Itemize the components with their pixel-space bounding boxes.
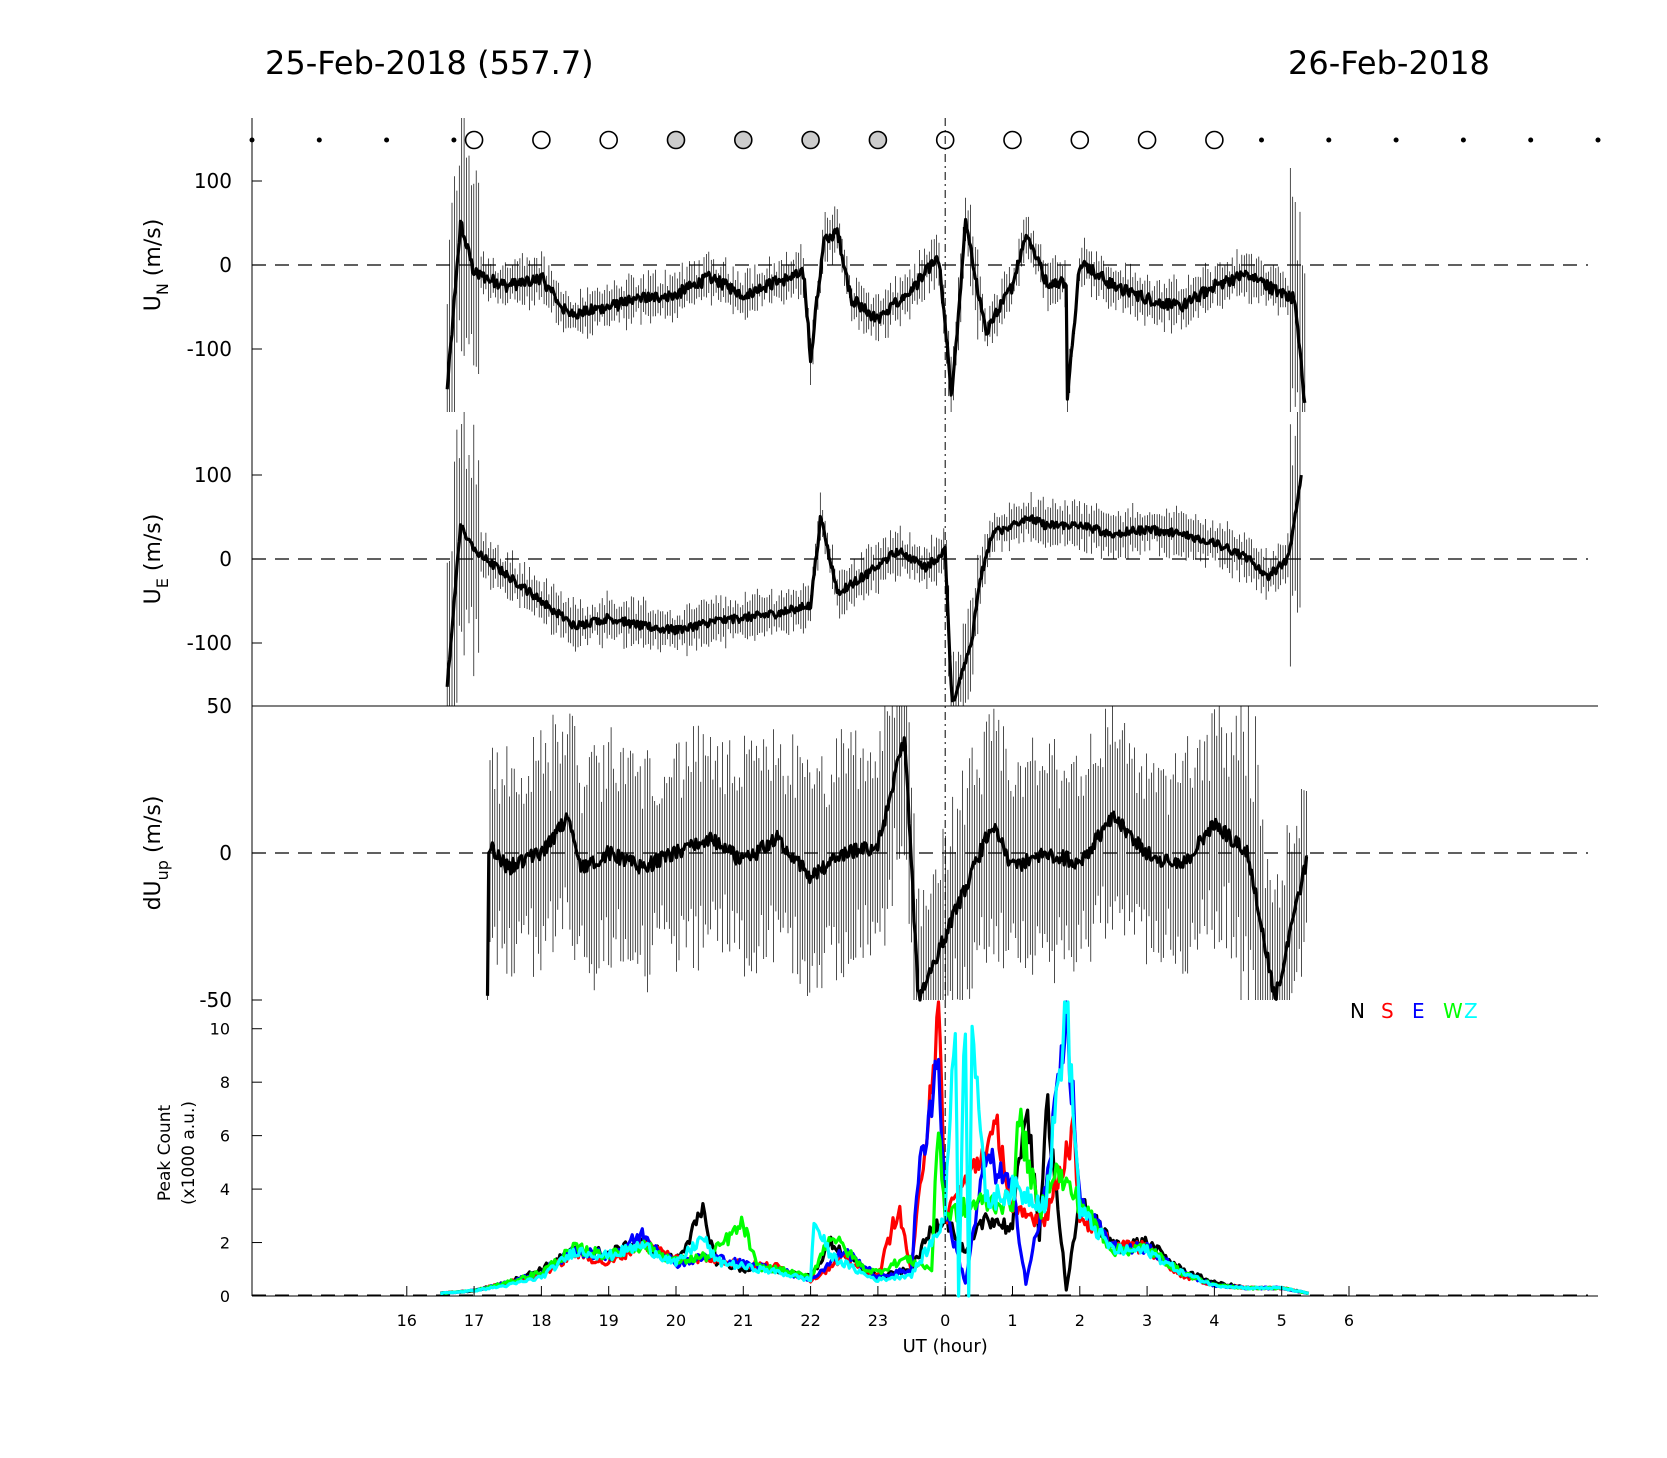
wind-series-line xyxy=(485,736,1309,1002)
filled-circle-marker xyxy=(868,130,888,150)
date-title-left: 25-Feb-2018 (557.7) xyxy=(265,44,594,82)
y-tick-label: 6 xyxy=(220,1127,230,1146)
open-circle-marker xyxy=(532,130,551,150)
series-W xyxy=(440,1107,1309,1296)
panel-dup: 50 0 -50 dUup (m/s) xyxy=(141,694,1598,1012)
y-tick-label: -100 xyxy=(187,337,232,361)
dot-marker xyxy=(451,137,457,143)
y-tick-label: 0 xyxy=(220,1287,230,1306)
dot-marker xyxy=(1460,137,1466,143)
y-tick-label: 50 xyxy=(207,694,232,718)
y-tick-label: 0 xyxy=(219,253,232,277)
filled-circle-marker xyxy=(666,130,686,150)
legend-W: W xyxy=(1443,999,1463,1023)
legend-N: N xyxy=(1350,999,1365,1023)
dot-marker xyxy=(384,137,390,143)
x-tick-label: 2 xyxy=(1075,1311,1085,1330)
x-tick-label: 4 xyxy=(1209,1311,1219,1330)
panel-ue: 100 0 -100 UE (m/s) xyxy=(141,412,1588,706)
x-tick-label: 23 xyxy=(868,1311,888,1330)
open-circle-marker xyxy=(599,130,618,150)
night-markers xyxy=(249,130,1601,150)
x-tick-label: 3 xyxy=(1142,1311,1152,1330)
open-circle-marker xyxy=(1137,130,1157,150)
open-circle-marker xyxy=(464,130,484,150)
y-axis-label: dUup (m/s) xyxy=(141,796,172,911)
x-tick-label: 5 xyxy=(1277,1311,1287,1330)
y-tick-label: 0 xyxy=(219,841,232,865)
y-tick-label: -50 xyxy=(199,988,232,1012)
series-N xyxy=(440,1093,1309,1295)
legend-Z: Z xyxy=(1464,999,1478,1023)
open-circle-marker xyxy=(1070,130,1090,150)
filled-circle-marker xyxy=(801,130,820,150)
dot-marker xyxy=(1528,137,1534,143)
x-tick-label: 19 xyxy=(599,1311,619,1330)
panel-peak: 0 2 4 6 8 10 Peak Count (x1000 a.u.) N S E W Z xyxy=(155,999,1598,1306)
dot-marker xyxy=(1326,137,1332,143)
x-tick-label: 17 xyxy=(464,1311,484,1330)
dot-marker xyxy=(249,137,255,143)
x-tick-label: 6 xyxy=(1344,1311,1354,1330)
filled-circle-marker xyxy=(733,130,753,150)
y-tick-label: 100 xyxy=(194,463,232,487)
x-axis-label: UT (hour) xyxy=(903,1336,988,1357)
y-axis-label: UE (m/s) xyxy=(141,514,172,605)
y-tick-label: 100 xyxy=(194,169,232,193)
date-title-right: 26-Feb-2018 xyxy=(1288,44,1490,82)
y-tick-label: 8 xyxy=(220,1073,230,1092)
x-tick-label: 1 xyxy=(1007,1311,1017,1330)
y-tick-label: -100 xyxy=(187,631,232,655)
series-Z xyxy=(440,1000,1310,1298)
y-axis-label-units: (x1000 a.u.) xyxy=(179,1101,199,1205)
legend-S: S xyxy=(1381,999,1394,1023)
panel-un: 100 0 -100 UN (m/s) xyxy=(141,118,1588,412)
wind-series-line xyxy=(445,217,1307,404)
y-tick-label: 0 xyxy=(219,547,232,571)
x-tick-label: 16 xyxy=(397,1311,417,1330)
dot-marker xyxy=(1393,137,1399,143)
dot-marker xyxy=(1259,137,1264,143)
x-tick-label: 20 xyxy=(666,1311,686,1330)
dot-marker xyxy=(316,137,322,143)
open-circle-marker xyxy=(1205,130,1224,150)
x-tick-label: 22 xyxy=(800,1311,820,1330)
y-tick-label: 10 xyxy=(210,1020,230,1039)
x-tick-label: 21 xyxy=(733,1311,753,1330)
y-tick-label: 4 xyxy=(220,1180,230,1199)
x-tick-label: 18 xyxy=(531,1311,551,1330)
x-axis: 16 17 18 19 20 21 22 23 0 1 2 3 4 5 6UT (hour) xyxy=(397,118,1354,1357)
y-tick-label: 2 xyxy=(220,1234,230,1253)
x-tick-label: 0 xyxy=(940,1311,950,1330)
wind-series-line xyxy=(445,474,1303,703)
legend-E: E xyxy=(1412,999,1425,1023)
open-circle-marker xyxy=(1003,130,1022,150)
y-axis-label: UN (m/s) xyxy=(141,219,172,312)
dot-marker xyxy=(1595,137,1601,143)
y-axis-label: Peak Count xyxy=(155,1105,175,1202)
